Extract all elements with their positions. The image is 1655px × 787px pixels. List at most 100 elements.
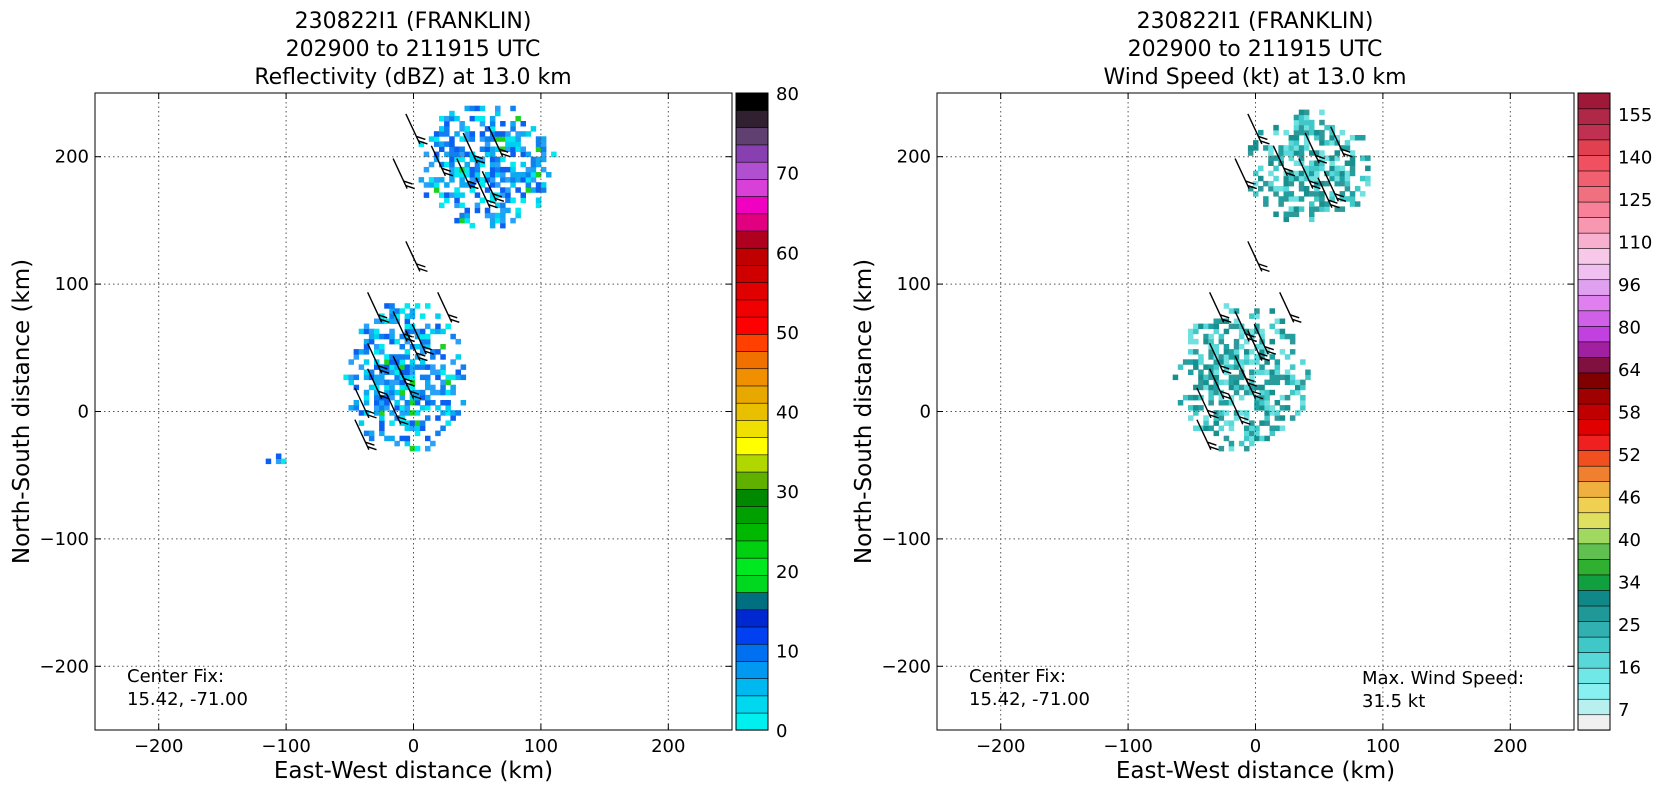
- echo-cell: [540, 166, 547, 173]
- echo-cell: [1293, 175, 1300, 182]
- echo-cell: [459, 212, 465, 219]
- echo-cell: [379, 425, 385, 431]
- echo-cell: [419, 420, 426, 426]
- echo-cell: [515, 187, 521, 193]
- echo-cell: [505, 192, 511, 198]
- chart-title-line: Wind Speed (kt) at 13.0 km: [1103, 65, 1406, 90]
- colorbar-segment: [735, 368, 769, 387]
- echo-cell: [1339, 180, 1346, 187]
- wind-barb-staff: [354, 419, 370, 451]
- echo-cell: [1293, 150, 1300, 156]
- echo-cell: [464, 136, 470, 142]
- echo-cell: [1213, 323, 1219, 330]
- echo-cell: [484, 207, 491, 214]
- echo-cell: [1344, 175, 1351, 182]
- echo-cell: [1264, 379, 1270, 386]
- echo-cell: [1293, 135, 1300, 141]
- echo-cell: [454, 202, 460, 209]
- echo-cell: [540, 136, 547, 142]
- echo-cell: [460, 400, 467, 406]
- echo-cell: [435, 328, 441, 335]
- colorbar-segment: [1577, 512, 1611, 529]
- echo-cell: [520, 151, 526, 158]
- echo-cell: [379, 400, 385, 406]
- echo-cell: [409, 364, 416, 370]
- echo-cell: [379, 405, 385, 411]
- echo-cell: [353, 349, 360, 355]
- echo-cell: [414, 389, 421, 396]
- echo-cell: [500, 177, 506, 183]
- echo-cell: [374, 344, 380, 350]
- echo-cell: [479, 121, 486, 127]
- wind-barb-flag: [1222, 318, 1232, 323]
- echo-cell: [1228, 364, 1235, 370]
- colorbar-segment: [735, 523, 769, 542]
- echo-cell: [450, 333, 456, 340]
- echo-cell: [455, 410, 461, 416]
- echo-cell: [1329, 191, 1335, 197]
- echo-cell: [1309, 206, 1315, 212]
- echo-cell: [409, 369, 416, 375]
- echo-cell: [540, 187, 547, 193]
- echo-cell: [505, 197, 511, 203]
- echo-cell: [1339, 170, 1346, 177]
- echo-cell: [389, 303, 395, 309]
- echo-cell: [1238, 394, 1245, 401]
- echo-cell: [445, 323, 451, 330]
- echo-cell: [384, 379, 390, 386]
- echo-cell: [374, 318, 380, 324]
- echo-cell: [440, 389, 446, 396]
- colorbar-segment: [1577, 481, 1611, 498]
- echo-cell: [495, 136, 501, 142]
- colorbar-segment: [735, 178, 769, 197]
- echo-cell: [1259, 344, 1265, 350]
- echo-cell: [409, 323, 416, 330]
- echo-cell: [510, 126, 516, 132]
- echo-cell: [515, 131, 521, 137]
- echo-cell: [1288, 175, 1295, 182]
- echo-cell: [1278, 150, 1284, 156]
- echo-cell: [469, 172, 476, 178]
- echo-cell: [414, 410, 421, 416]
- echo-cell: [489, 192, 496, 198]
- echo-cell: [444, 115, 450, 122]
- echo-cell: [540, 156, 547, 163]
- echo-cell: [404, 303, 411, 309]
- echo-cell: [1274, 364, 1281, 370]
- wind-barb-staff: [462, 132, 478, 164]
- echo-cell: [425, 303, 431, 309]
- wind-barb-flag: [1207, 441, 1217, 446]
- echo-cell: [1349, 150, 1356, 156]
- echo-cell: [1264, 389, 1270, 396]
- echo-cell: [1193, 323, 1199, 330]
- colorbar-segment: [1577, 698, 1611, 716]
- echo-cell: [1218, 379, 1225, 386]
- echo-cell: [394, 440, 400, 447]
- echo-cell: [1223, 400, 1230, 406]
- echo-cell: [419, 313, 426, 319]
- echo-cell: [525, 177, 532, 183]
- echo-cell: [449, 161, 455, 168]
- echo-cell: [384, 333, 390, 340]
- wind-barb-flag: [1266, 350, 1277, 355]
- echo-cell: [425, 435, 431, 442]
- echo-cell: [1334, 180, 1340, 187]
- echo-cell: [1288, 140, 1295, 146]
- wind-barb-staff: [386, 393, 402, 425]
- echo-cell: [1268, 150, 1274, 156]
- colorbar-segment: [735, 505, 769, 525]
- echo-cell: [439, 131, 445, 137]
- echo-cell: [1247, 186, 1254, 192]
- colorbar-tick-label: 110: [1618, 233, 1652, 254]
- echo-cell: [1254, 344, 1260, 350]
- echo-cell: [1193, 394, 1199, 401]
- echo-cell: [379, 410, 385, 416]
- echo-cell: [425, 394, 431, 401]
- echo-cell: [419, 405, 426, 411]
- wind-barb-flag: [1258, 352, 1268, 357]
- echo-cell: [425, 405, 431, 411]
- echo-cell: [363, 430, 370, 437]
- echo-cell: [1223, 328, 1230, 335]
- colorbar-segment: [1577, 714, 1611, 731]
- echo-cell: [1293, 129, 1300, 136]
